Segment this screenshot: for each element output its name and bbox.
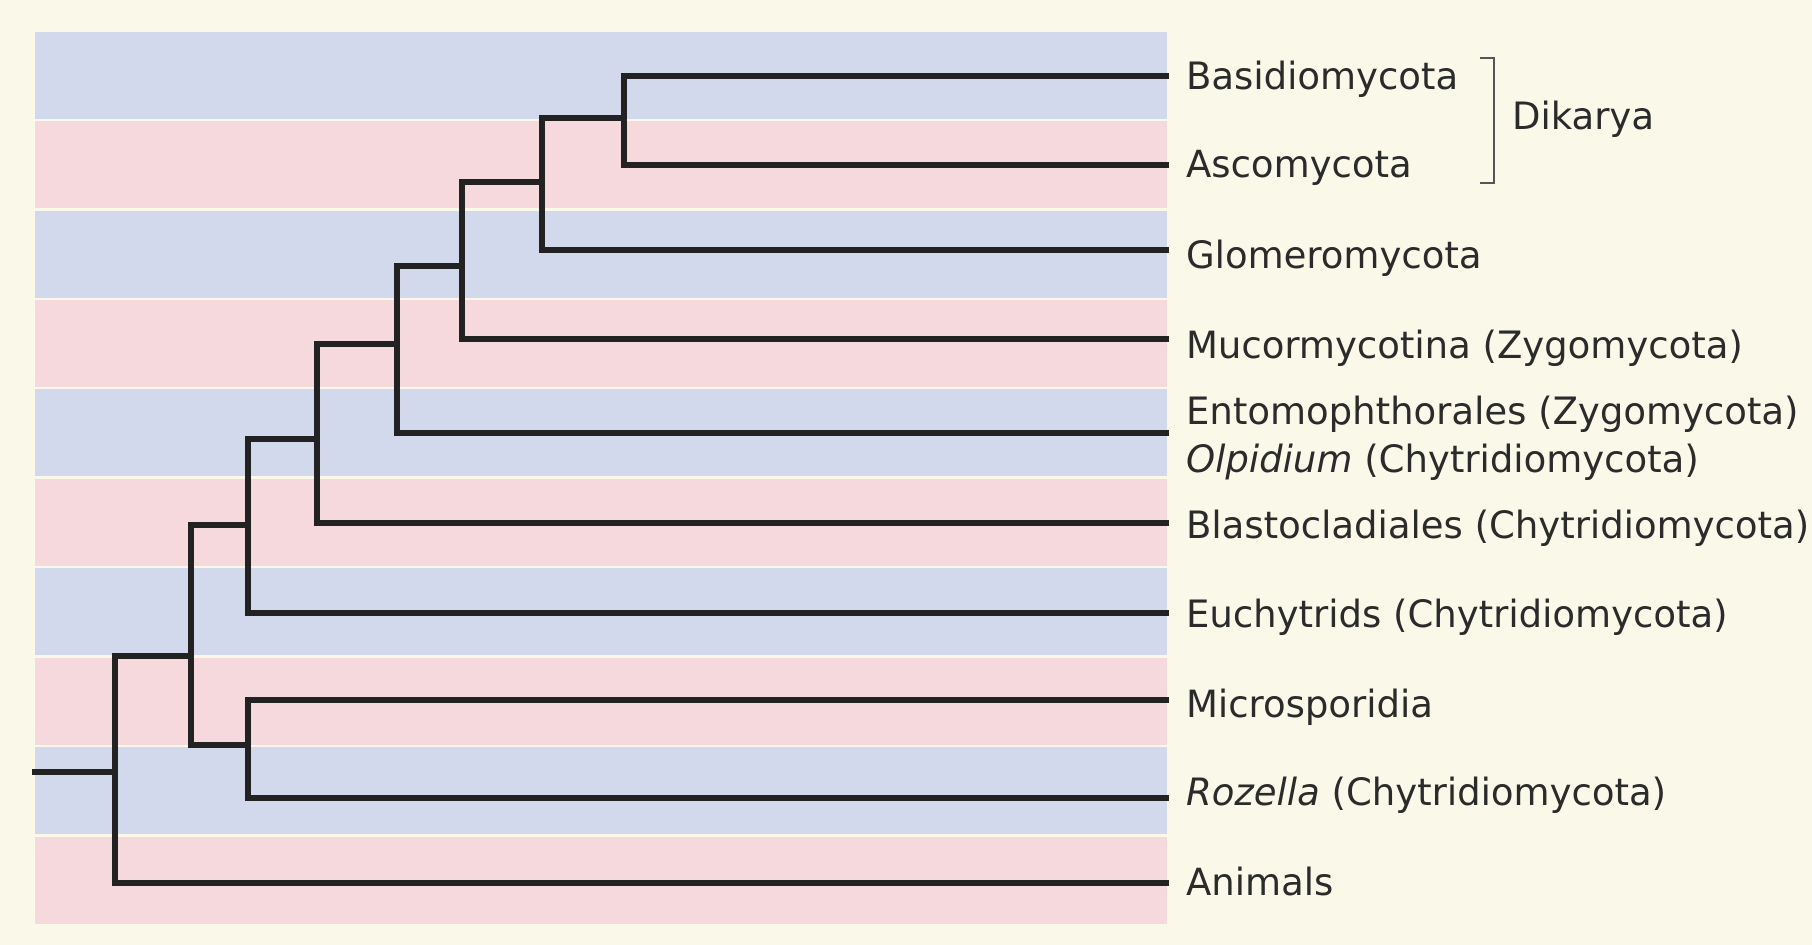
dikarya-group-label: Dikarya (1512, 95, 1655, 138)
taxon-label-entomophthorales: Entomophthorales (Zygomycota) (1186, 390, 1799, 433)
taxon-phylum-rozella: (Chytridiomycota) (1319, 771, 1667, 814)
taxon-label-basidiomycota: Basidiomycota (1186, 55, 1459, 98)
taxon-label-olpidium: Olpidium (Chytridiomycota) (1186, 438, 1699, 482)
taxon-label-glomeromycota: Glomeromycota (1186, 234, 1482, 277)
taxon-label-animals: Animals (1186, 861, 1334, 904)
taxon-genus-olpidium: Olpidium (1186, 438, 1353, 481)
taxon-label-blastocladiales: Blastocladiales (Chytridiomycota) (1186, 504, 1810, 547)
taxon-label-mucormycotina: Mucormycotina (Zygomycota) (1186, 324, 1743, 367)
taxon-label-microsporidia: Microsporidia (1186, 683, 1433, 726)
background-band-3 (35, 211, 1167, 298)
background-band-9 (35, 747, 1167, 834)
taxon-label-rozella: Rozella (Chytridiomycota) (1186, 771, 1666, 815)
taxon-phylum-olpidium: (Chytridiomycota) (1352, 438, 1699, 481)
dikarya-bracket (1480, 57, 1495, 184)
taxon-genus-rozella: Rozella (1186, 771, 1320, 814)
background-band-4 (35, 300, 1167, 387)
taxon-label-ascomycota: Ascomycota (1186, 143, 1412, 186)
taxon-label-euchytrids: Euchytrids (Chytridiomycota) (1186, 593, 1728, 636)
